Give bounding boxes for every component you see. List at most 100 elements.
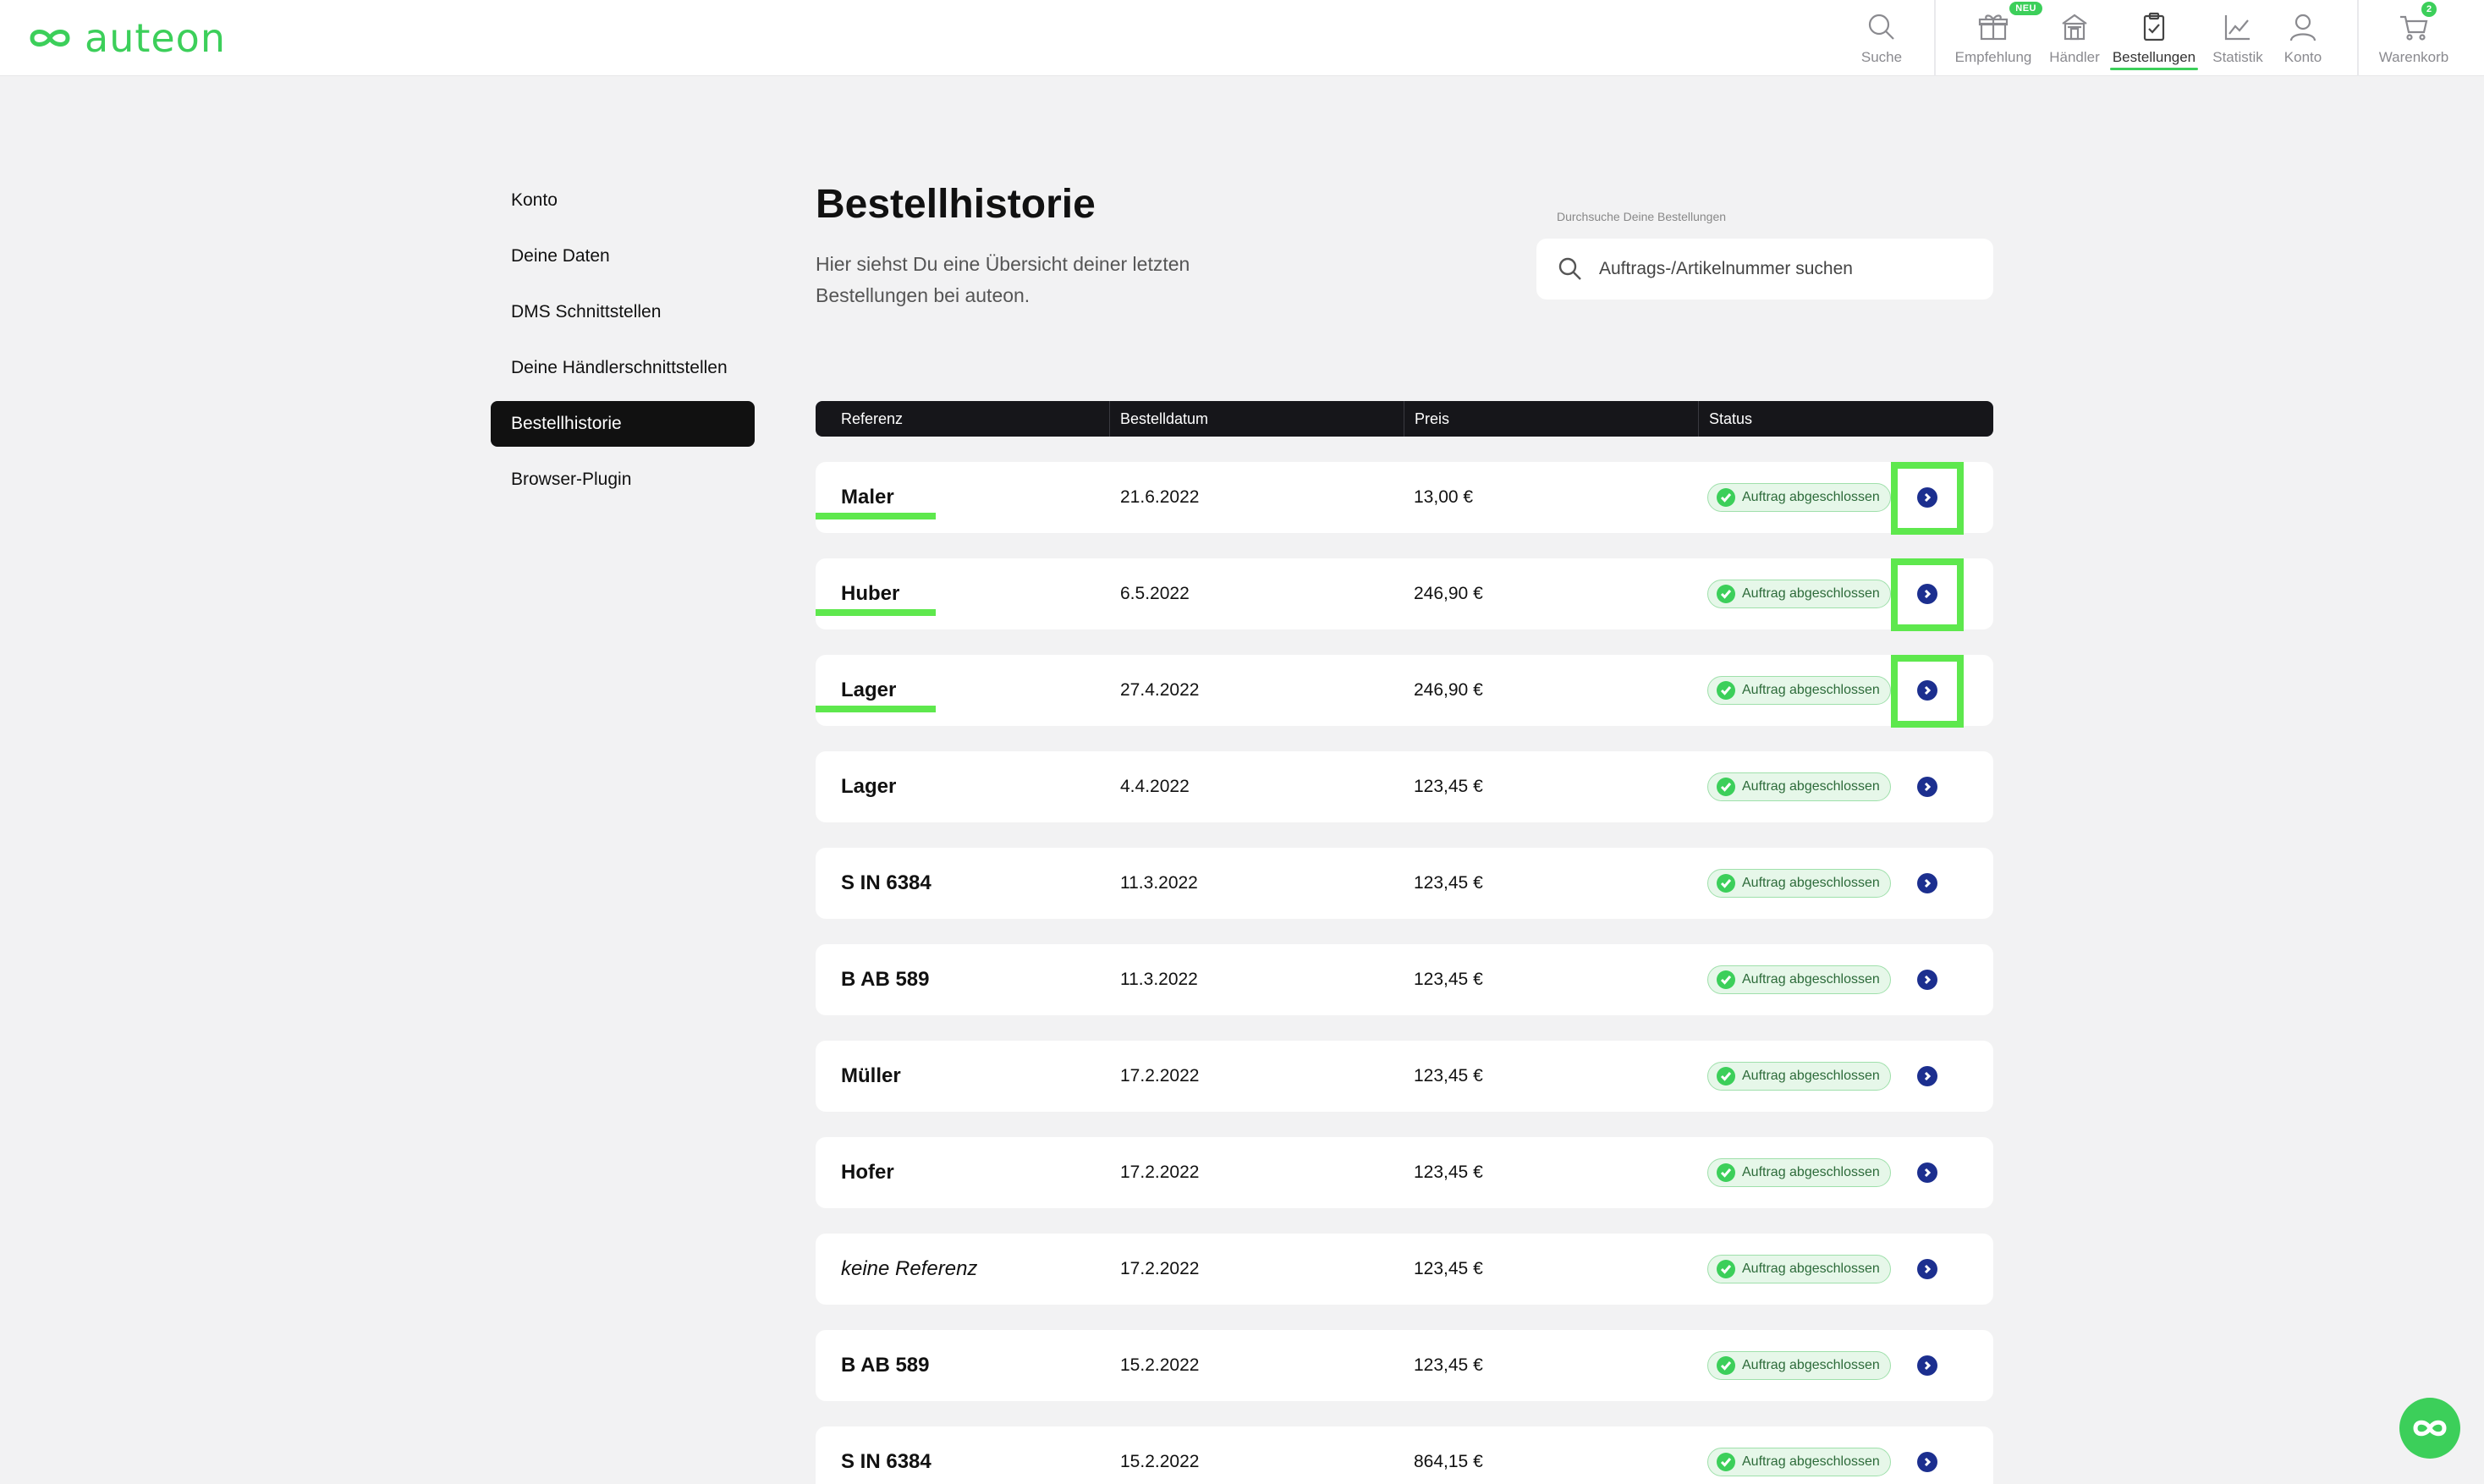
sidebar-item-dms-schnittstellen[interactable]: DMS Schnittstellen [511, 302, 662, 322]
order-price: 864,15 € [1414, 1452, 1483, 1471]
nav-cart[interactable]: 2 Warenkorb [2374, 0, 2454, 76]
sidebar-item-konto[interactable]: Konto [511, 190, 558, 210]
chevron-right-icon [1924, 492, 1932, 503]
check-circle-icon [1717, 1260, 1735, 1278]
nav-orders[interactable]: Bestellungen [2110, 0, 2198, 76]
order-date: 17.2.2022 [1120, 1162, 1200, 1182]
open-order-button[interactable] [1917, 584, 1937, 604]
order-date: 15.2.2022 [1120, 1452, 1200, 1471]
nav-dealer-label: Händler [2049, 49, 2100, 65]
order-price: 246,90 € [1414, 680, 1483, 700]
orders-table-body: Maler 21.6.2022 13,00 € Auftrag abgeschloss… [816, 462, 1993, 1484]
check-circle-icon [1717, 1453, 1735, 1471]
open-order-button[interactable] [1917, 487, 1937, 508]
open-order-button[interactable] [1917, 1355, 1937, 1376]
sidebar-item-bestellhistorie[interactable]: Bestellhistorie [491, 401, 755, 447]
order-reference: Maler [841, 486, 894, 508]
open-order-button[interactable] [1917, 1066, 1937, 1086]
status-text: Auftrag abgeschlossen [1742, 586, 1880, 601]
order-price: 123,45 € [1414, 1066, 1483, 1086]
gift-icon [1978, 14, 2009, 41]
logo-infinity-icon [30, 30, 70, 47]
order-date: 11.3.2022 [1120, 873, 1198, 893]
status-text: Auftrag abgeschlossen [1742, 1261, 1880, 1276]
table-row[interactable]: S IN 6384 15.2.2022 864,15 € Auftrag abgesc… [816, 1426, 1993, 1484]
nav-account[interactable]: Konto [2279, 0, 2327, 76]
status-badge: Auftrag abgeschlossen [1707, 869, 1891, 898]
check-circle-icon [1717, 1356, 1735, 1375]
nav-statistics[interactable]: Statistik [2210, 0, 2266, 76]
status-badge: Auftrag abgeschlossen [1707, 483, 1891, 512]
open-order-button[interactable] [1917, 680, 1937, 701]
nav-cart-label: Warenkorb [2378, 49, 2449, 65]
nav-recommend-label: Empfehlung [1954, 49, 2032, 65]
table-row[interactable]: Huber 6.5.2022 246,90 € Auftrag abgeschloss… [816, 558, 1993, 631]
table-row[interactable]: Lager 4.4.2022 123,45 € Auftrag abgeschloss… [816, 751, 1993, 822]
status-text: Auftrag abgeschlossen [1742, 972, 1880, 987]
status-text: Auftrag abgeschlossen [1742, 683, 1880, 697]
order-reference: Lager [841, 679, 897, 701]
page-title: Bestellhistorie [816, 182, 1096, 227]
order-search-box[interactable] [1536, 239, 1993, 300]
nav-search[interactable]: Suche [1858, 0, 1905, 76]
status-badge: Auftrag abgeschlossen [1707, 676, 1891, 705]
sidebar-item-haendlerschnittstellen[interactable]: Deine Händlerschnittstellen [511, 358, 728, 377]
nav-dealer[interactable]: Händler [2047, 0, 2102, 76]
open-order-button[interactable] [1917, 777, 1937, 797]
user-icon [2289, 14, 2316, 41]
table-row[interactable]: S IN 6384 11.3.2022 123,45 € Auftrag abgesc… [816, 848, 1993, 919]
open-order-button[interactable] [1917, 1452, 1937, 1472]
store-icon [2062, 14, 2087, 41]
chevron-right-icon [1924, 1457, 1932, 1467]
status-badge: Auftrag abgeschlossen [1707, 1062, 1891, 1091]
open-order-button[interactable] [1917, 1259, 1937, 1279]
open-order-button[interactable] [1917, 1162, 1937, 1183]
sidebar-item-browser-plugin[interactable]: Browser-Plugin [511, 470, 632, 489]
auteon-logo[interactable]: auteon [27, 15, 226, 61]
cart-count-badge: 2 [2421, 2, 2437, 17]
chat-button[interactable] [2399, 1398, 2460, 1459]
order-price: 123,45 € [1414, 970, 1483, 989]
status-text: Auftrag abgeschlossen [1742, 876, 1880, 890]
table-row[interactable]: B AB 589 11.3.2022 123,45 € Auftrag abgesch… [816, 944, 1993, 1015]
order-search-input[interactable] [1599, 259, 1971, 279]
table-row[interactable]: B AB 589 15.2.2022 123,45 € Auftrag abgesch… [816, 1330, 1993, 1401]
order-date: 6.5.2022 [1120, 584, 1190, 603]
order-date: 27.4.2022 [1120, 680, 1200, 700]
table-row[interactable]: keine Referenz 17.2.2022 123,45 € Auftrag a… [816, 1234, 1993, 1305]
chevron-right-icon [1924, 1264, 1932, 1274]
table-row[interactable]: Müller 17.2.2022 123,45 € Auftrag abgeschlo… [816, 1041, 1993, 1112]
check-circle-icon [1717, 488, 1735, 507]
chevron-right-icon [1924, 589, 1932, 599]
sidebar-item-deine-daten[interactable]: Deine Daten [511, 246, 610, 266]
nav-search-label: Suche [1860, 49, 1903, 65]
check-circle-icon [1717, 1067, 1735, 1086]
new-badge: NEU [2009, 2, 2042, 15]
order-price: 123,45 € [1414, 873, 1483, 893]
status-badge: Auftrag abgeschlossen [1707, 965, 1891, 994]
annotation-underline [816, 609, 936, 616]
chevron-right-icon [1924, 782, 1932, 792]
status-badge: Auftrag abgeschlossen [1707, 1255, 1891, 1283]
table-row[interactable]: Hofer 17.2.2022 123,45 € Auftrag abgeschlos… [816, 1137, 1993, 1208]
chevron-right-icon [1924, 1168, 1932, 1178]
column-header-referenz: Referenz [816, 401, 1110, 437]
table-row[interactable]: Lager 27.4.2022 246,90 € Auftrag abgeschlos… [816, 655, 1993, 728]
order-date: 17.2.2022 [1120, 1259, 1200, 1278]
check-circle-icon [1717, 874, 1735, 893]
order-date: 4.4.2022 [1120, 777, 1190, 796]
search-label: Durchsuche Deine Bestellungen [1557, 210, 1727, 223]
status-text: Auftrag abgeschlossen [1742, 1358, 1880, 1372]
cart-icon [2400, 15, 2428, 41]
table-row[interactable]: Maler 21.6.2022 13,00 € Auftrag abgeschloss… [816, 462, 1993, 535]
order-date: 11.3.2022 [1120, 970, 1198, 989]
order-price: 123,45 € [1414, 1355, 1483, 1375]
nav-recommend[interactable]: NEU Empfehlung [1951, 0, 2042, 76]
order-reference: Lager [841, 775, 897, 798]
annotation-underline [816, 706, 936, 712]
open-order-button[interactable] [1917, 970, 1937, 990]
open-order-button[interactable] [1917, 873, 1937, 893]
status-text: Auftrag abgeschlossen [1742, 490, 1880, 504]
nav-account-label: Konto [2283, 49, 2322, 65]
order-price: 13,00 € [1414, 487, 1474, 507]
